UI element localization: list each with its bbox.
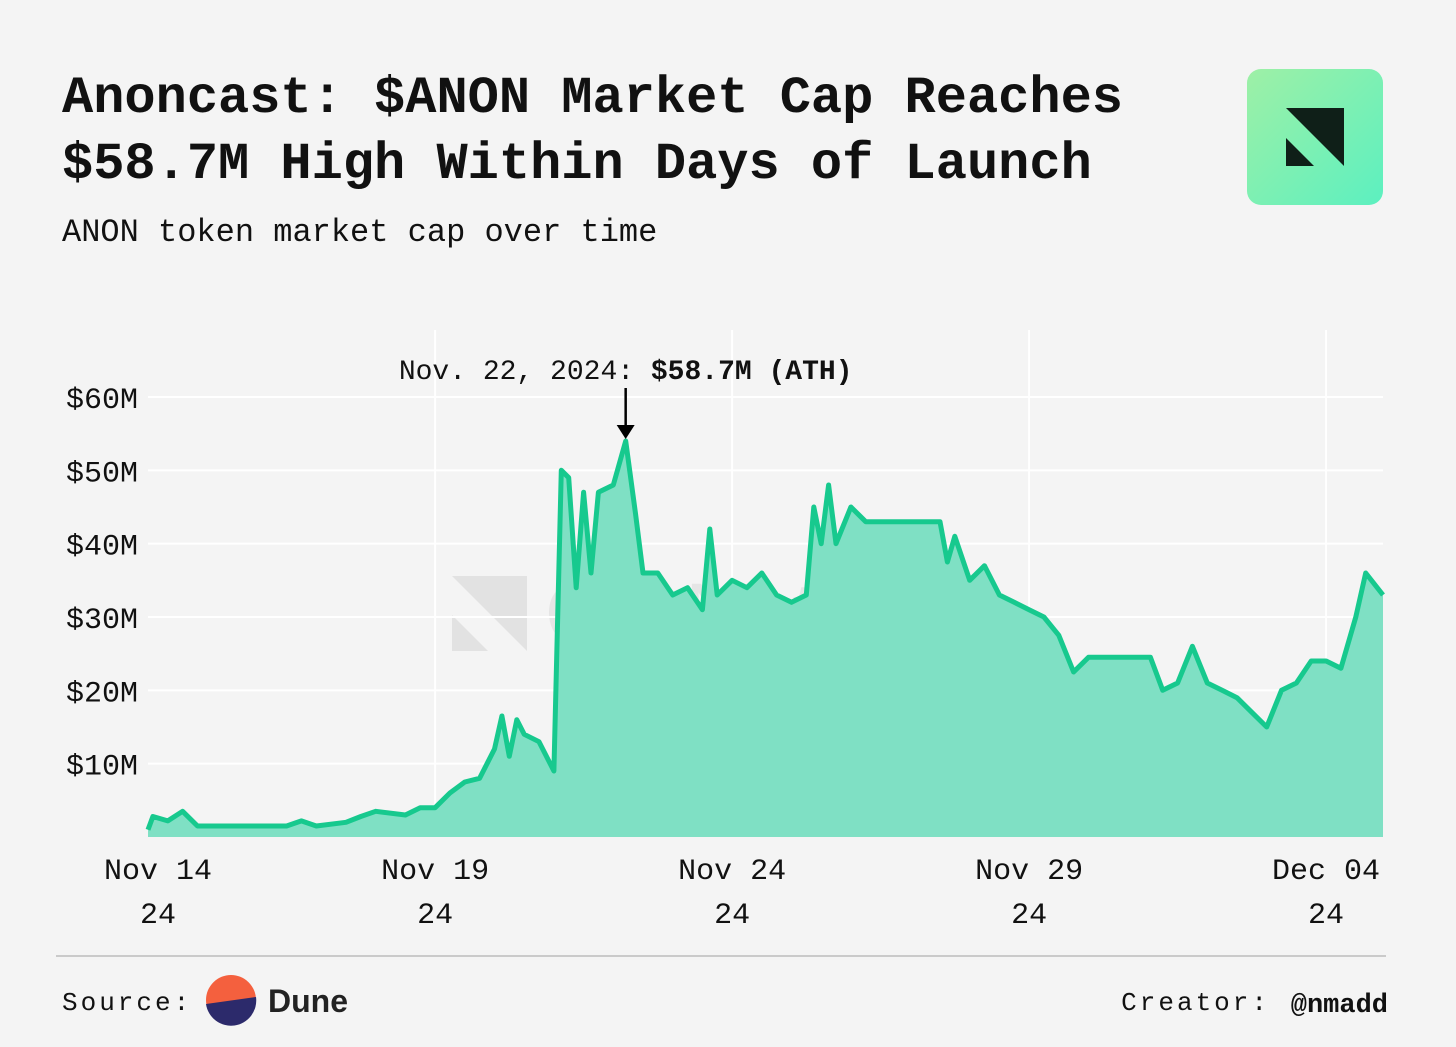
logo bbox=[1247, 69, 1383, 205]
annotation-arrowhead bbox=[616, 425, 635, 439]
y-tick-label: $40M bbox=[66, 531, 138, 565]
creator-name: @nmadd bbox=[1291, 991, 1388, 1021]
y-tick-label: $50M bbox=[66, 457, 138, 491]
watermark-logo bbox=[452, 576, 527, 651]
x-tick-label: Nov 24 24 bbox=[678, 855, 786, 933]
watermark-logo bbox=[452, 615, 488, 651]
line bbox=[145, 438, 1385, 831]
y-tick-label: $10M bbox=[66, 751, 138, 785]
annotation-highlight: $58.7M (ATH) bbox=[651, 357, 853, 388]
chart-subtitle: ANON token market cap over time bbox=[62, 214, 657, 251]
y-tick-label: $20M bbox=[66, 677, 138, 711]
source-label: Source: bbox=[62, 988, 192, 1018]
y-tick-label: $60M bbox=[66, 384, 138, 418]
creator-label: Creator: bbox=[1121, 988, 1270, 1018]
chart-title: $58.7M High Within Days of Launch bbox=[62, 135, 1092, 194]
x-tick-label: Nov 29 24 bbox=[975, 855, 1083, 933]
annotation-text: Nov. 22, 2024: bbox=[399, 357, 651, 388]
annotation: Nov. 22, 2024: $58.7M (ATH) bbox=[399, 357, 853, 388]
x-tick-label: Nov 19 24 bbox=[381, 855, 489, 933]
area-fill bbox=[148, 441, 1383, 837]
x-tick-label: Nov 14 24 bbox=[104, 855, 212, 933]
dune-logo bbox=[206, 975, 257, 1026]
y-tick-label: $30M bbox=[66, 604, 138, 638]
chart-title: Anoncast: $ANON Market Cap Reaches bbox=[62, 69, 1123, 128]
source-name: Dune bbox=[268, 983, 348, 1019]
x-tick-label: Dec 04 24 bbox=[1272, 855, 1380, 933]
